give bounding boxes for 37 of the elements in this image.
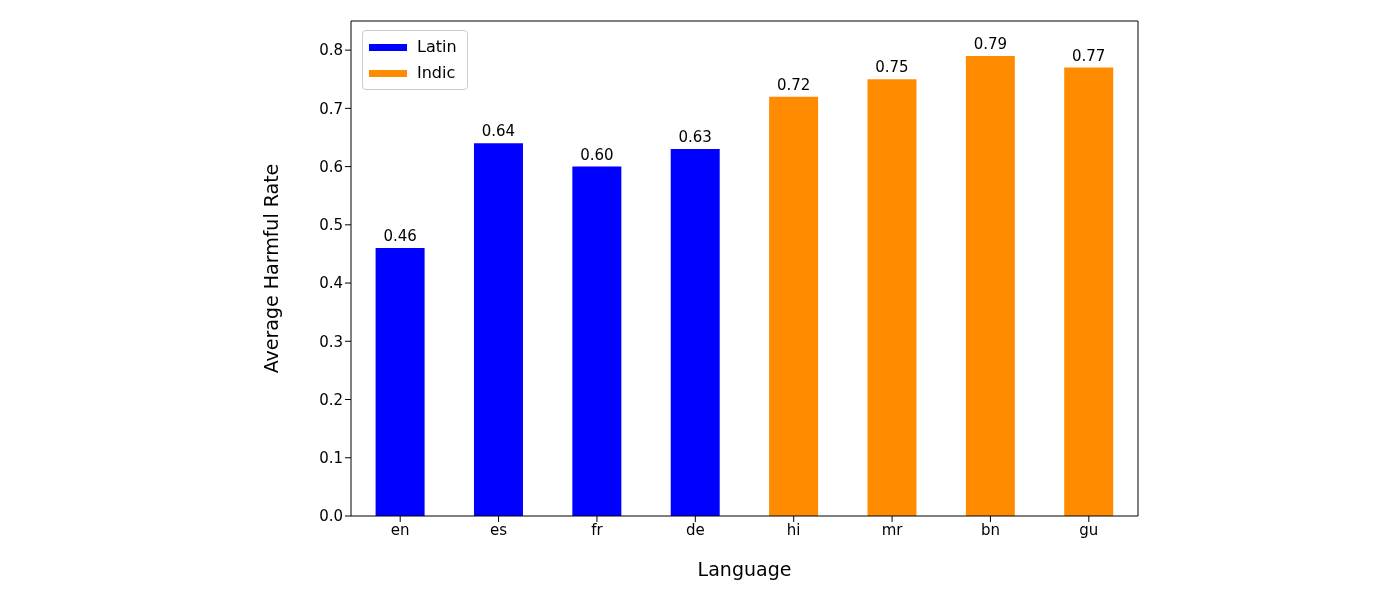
bar <box>375 248 425 516</box>
x-tick-label: mr <box>881 520 904 539</box>
bar <box>1064 67 1114 516</box>
bar <box>769 96 819 516</box>
y-tick-label: 0.8 <box>319 41 343 60</box>
data-label: 0.72 <box>776 75 811 94</box>
bar <box>670 149 720 516</box>
y-tick-label: 0.0 <box>319 507 343 526</box>
data-label: 0.64 <box>481 122 516 141</box>
data-label: 0.63 <box>678 128 712 147</box>
x-tick-label: de <box>685 520 705 539</box>
y-tick-label: 0.4 <box>319 274 343 293</box>
y-tick-label: 0.7 <box>319 99 343 118</box>
data-label: 0.75 <box>875 58 909 77</box>
y-tick-label: 0.1 <box>319 449 343 468</box>
x-tick-label: bn <box>980 520 1000 539</box>
x-tick-label: es <box>490 520 508 539</box>
x-tick-label: fr <box>591 520 604 539</box>
bar <box>965 55 1015 516</box>
bar <box>867 79 917 516</box>
data-label: 0.77 <box>1072 46 1106 65</box>
y-tick-label: 0.6 <box>319 157 343 176</box>
x-tick-label: gu <box>1079 520 1099 539</box>
data-label: 0.60 <box>580 145 614 164</box>
x-tick-label: hi <box>786 520 801 539</box>
x-axis-title: Language <box>697 558 792 580</box>
y-tick-label: 0.5 <box>319 216 343 235</box>
x-tick-label: en <box>390 520 410 539</box>
data-label: 0.46 <box>383 227 417 246</box>
bar <box>473 143 523 516</box>
y-tick-label: 0.3 <box>319 332 343 351</box>
legend-label: Latin <box>417 36 457 58</box>
y-axis-title: Average Harmful Rate <box>259 163 282 374</box>
y-tick-label: 0.2 <box>319 390 343 409</box>
bar <box>572 166 622 516</box>
data-label: 0.79 <box>973 34 1008 53</box>
legend-label: Indic <box>417 62 456 84</box>
